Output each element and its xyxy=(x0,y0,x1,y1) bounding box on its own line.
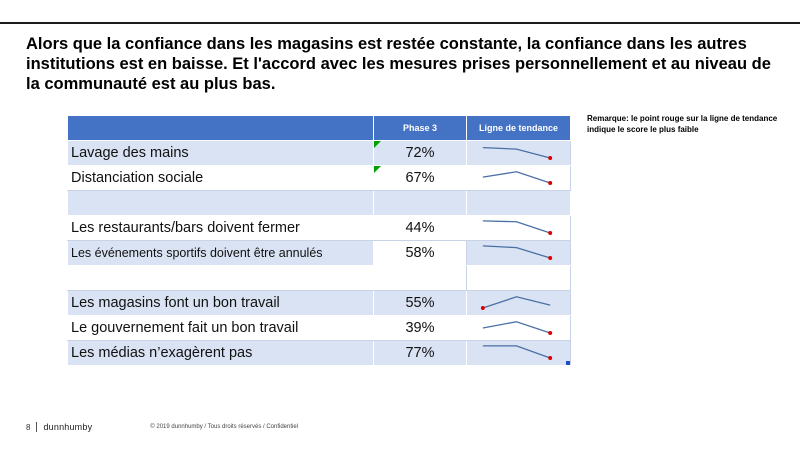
table-row: Distanciation sociale 67% xyxy=(67,165,571,191)
row-trend xyxy=(466,265,571,291)
top-divider xyxy=(0,22,800,24)
row-value: 44% xyxy=(373,215,467,241)
trend-line xyxy=(482,220,551,234)
slide-footer: 8 dunnhumby © 2019 dunnhumby / Tous droi… xyxy=(26,421,298,433)
row-trend xyxy=(466,240,571,266)
row-label xyxy=(67,190,374,216)
table-row-spacer xyxy=(67,190,571,216)
trend-sparkline xyxy=(482,321,553,335)
table-row: Les magasins font un bon travail 55% xyxy=(67,290,571,316)
comment-flag-icon xyxy=(374,141,381,148)
trend-sparkline xyxy=(482,171,553,185)
lowest-point-marker xyxy=(548,256,553,260)
copyright: © 2019 dunnhumby / Tous droits réservés … xyxy=(150,424,299,430)
row-label: Les médias n’exagèrent pas xyxy=(67,340,374,366)
trend-line xyxy=(482,245,551,259)
row-value: 58% xyxy=(373,240,467,266)
lowest-point-marker xyxy=(480,306,485,310)
row-label: Lavage des mains xyxy=(67,140,374,166)
row-value xyxy=(373,265,467,291)
trend-sparkline xyxy=(482,245,553,260)
row-trend xyxy=(466,140,571,166)
lowest-point-marker xyxy=(548,231,553,235)
row-trend xyxy=(466,215,571,241)
table-header-row: Phase 3 Ligne de tendance xyxy=(67,115,571,141)
trend-sparkline xyxy=(482,220,553,235)
row-value: 72% xyxy=(373,140,467,166)
table-row: Les médias n’exagèrent pas 77% xyxy=(67,340,571,366)
table-row: Les événements sportifs doivent être ann… xyxy=(67,240,571,266)
row-label: Les restaurants/bars doivent fermer xyxy=(67,215,374,241)
row-value: 39% xyxy=(373,315,467,341)
trend-line xyxy=(482,345,551,359)
trust-table: Phase 3 Ligne de tendance Lavage des mai… xyxy=(67,115,571,366)
lowest-point-marker xyxy=(548,181,553,185)
header-label-cell xyxy=(67,115,374,141)
table-row-spacer xyxy=(67,265,571,291)
row-label: Distanciation sociale xyxy=(67,165,374,191)
row-trend xyxy=(466,340,571,366)
table-row: Lavage des mains 72% xyxy=(67,140,571,166)
table-row: Les restaurants/bars doivent fermer 44% xyxy=(67,215,571,241)
row-label: Le gouvernement fait un bon travail xyxy=(67,315,374,341)
row-trend xyxy=(466,165,571,191)
trend-line xyxy=(482,321,551,334)
trend-note: Remarque: le point rouge sur la ligne de… xyxy=(587,114,778,134)
row-trend xyxy=(466,190,571,216)
row-label: Les événements sportifs doivent être ann… xyxy=(67,240,374,266)
header-trend: Ligne de tendance xyxy=(466,115,571,141)
table-row: Le gouvernement fait un bon travail 39% xyxy=(67,315,571,341)
trend-line xyxy=(482,296,551,309)
lowest-point-marker xyxy=(548,331,553,335)
row-value xyxy=(373,190,467,216)
lowest-point-marker xyxy=(548,156,553,160)
row-label: Les magasins font un bon travail xyxy=(67,290,374,316)
trend-line xyxy=(482,147,551,159)
trend-sparkline xyxy=(482,147,553,160)
row-trend xyxy=(466,290,571,316)
trend-sparkline xyxy=(480,296,551,310)
row-trend xyxy=(466,315,571,341)
comment-flag-icon xyxy=(374,166,381,173)
lowest-point-marker xyxy=(548,356,553,360)
trend-sparkline xyxy=(482,345,553,360)
row-value: 55% xyxy=(373,290,467,316)
header-phase: Phase 3 xyxy=(373,115,467,141)
row-value: 67% xyxy=(373,165,467,191)
row-label xyxy=(67,265,374,291)
slide-title: Alors que la confiance dans les magasins… xyxy=(26,35,771,93)
resize-handle-icon xyxy=(566,361,570,365)
trend-line xyxy=(482,171,551,184)
brand-logo: dunnhumby xyxy=(36,422,92,432)
page-number: 8 xyxy=(26,422,31,432)
row-value: 77% xyxy=(373,340,467,366)
